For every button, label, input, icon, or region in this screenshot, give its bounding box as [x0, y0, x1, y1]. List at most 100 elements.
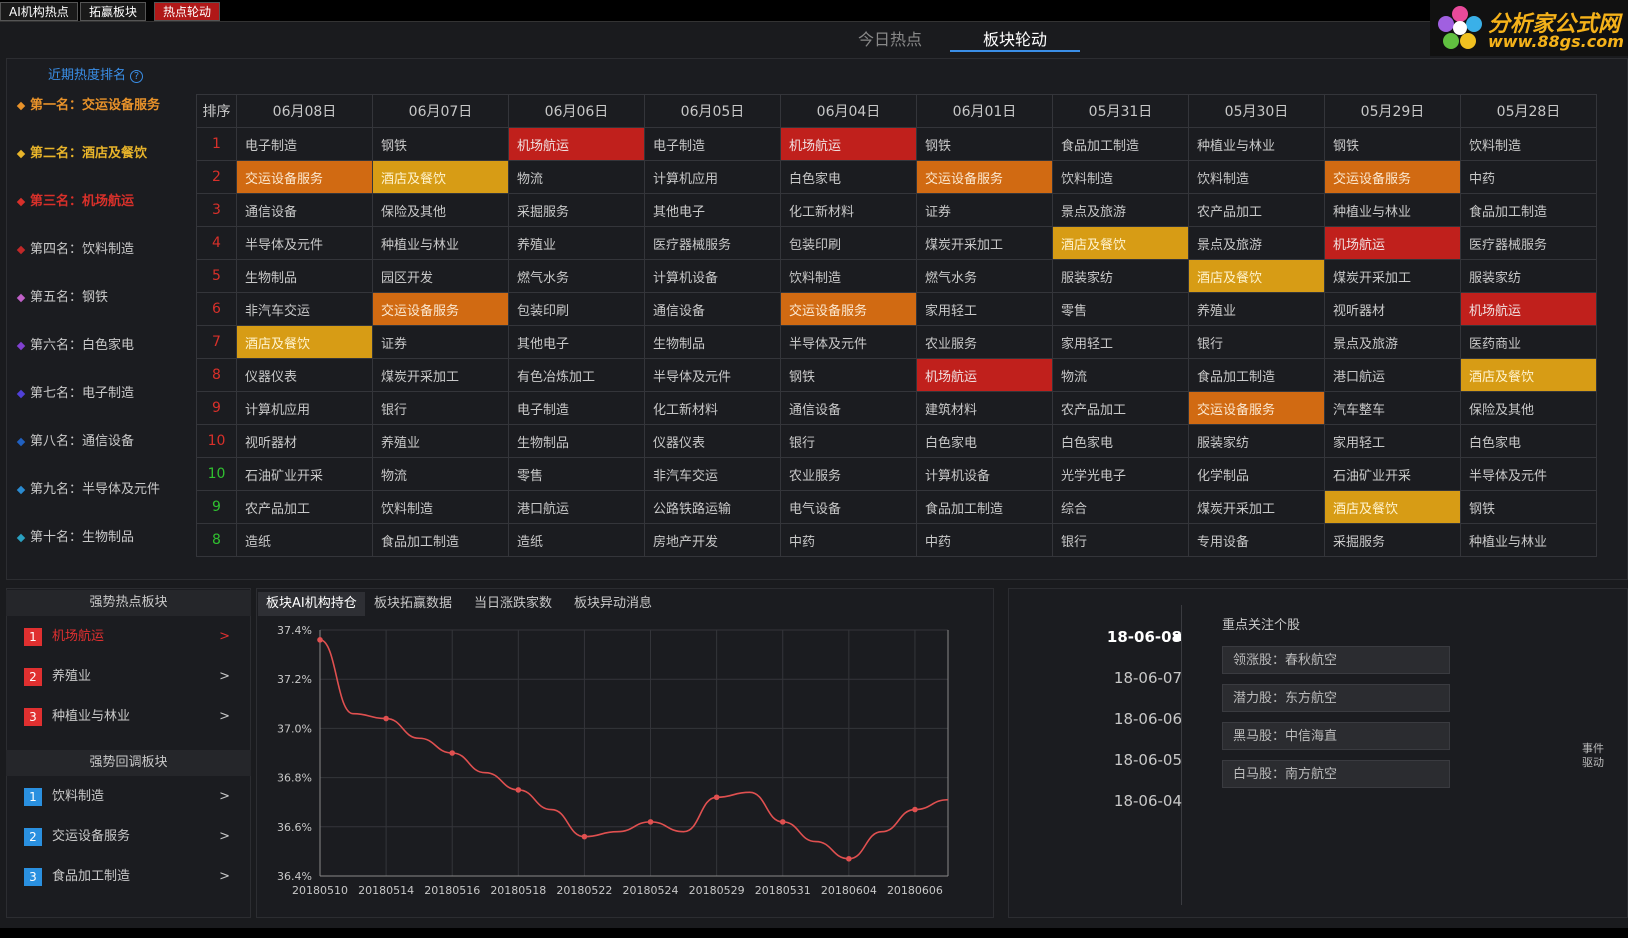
- sector-cell[interactable]: 计算机设备: [644, 259, 781, 293]
- sector-cell[interactable]: 种植业与林业: [372, 226, 509, 260]
- sector-cell[interactable]: 零售: [1052, 292, 1189, 326]
- sector-cell[interactable]: 种植业与林业: [1188, 127, 1325, 161]
- sector-cell[interactable]: 养殖业: [508, 226, 645, 260]
- focus-stock[interactable]: 潜力股：东方航空: [1222, 684, 1450, 712]
- sector-cell[interactable]: 专用设备: [1188, 523, 1325, 557]
- sector-cell[interactable]: 农产品加工: [1052, 391, 1189, 425]
- sector-cell[interactable]: 机场航运: [1460, 292, 1597, 326]
- event-driven-label[interactable]: 事件驱动: [1582, 742, 1604, 769]
- sector-cell[interactable]: 酒店及餐饮: [236, 325, 373, 359]
- sector-cell[interactable]: 医疗器械服务: [644, 226, 781, 260]
- sector-cell[interactable]: 景点及旅游: [1324, 325, 1461, 359]
- sector-cell[interactable]: 银行: [1052, 523, 1189, 557]
- sector-cell[interactable]: 计算机设备: [916, 457, 1053, 491]
- sector-cell[interactable]: 机场航运: [780, 127, 917, 161]
- rank-item[interactable]: 第七名：电子制造: [16, 382, 134, 401]
- sector-cell[interactable]: 电子制造: [644, 127, 781, 161]
- sector-cell[interactable]: 饮料制造: [1052, 160, 1189, 194]
- tab-ai-holding[interactable]: 板块AI机构持仓: [258, 592, 365, 616]
- sector-cell[interactable]: 生物制品: [644, 325, 781, 359]
- sector-cell[interactable]: 白色家电: [1052, 424, 1189, 458]
- sector-cell[interactable]: 园区开发: [372, 259, 509, 293]
- column-header[interactable]: 06月07日: [372, 94, 509, 128]
- rank-item[interactable]: 第六名：白色家电: [16, 334, 134, 353]
- column-header[interactable]: 05月29日: [1324, 94, 1461, 128]
- sector-cell[interactable]: 煤炭开采加工: [916, 226, 1053, 260]
- sector-cell[interactable]: 景点及旅游: [1052, 193, 1189, 227]
- sector-cell[interactable]: 包装印刷: [780, 226, 917, 260]
- column-header[interactable]: 06月01日: [916, 94, 1053, 128]
- sector-cell[interactable]: 食品加工制造: [1188, 358, 1325, 392]
- sector-cell[interactable]: 视听器材: [1324, 292, 1461, 326]
- sector-cell[interactable]: 酒店及餐饮: [1324, 490, 1461, 524]
- sector-cell[interactable]: 半导体及元件: [780, 325, 917, 359]
- sector-cell[interactable]: 半导体及元件: [644, 358, 781, 392]
- sector-cell[interactable]: 酒店及餐饮: [1460, 358, 1597, 392]
- rank-item[interactable]: 第十名：生物制品: [16, 526, 134, 545]
- column-header[interactable]: 05月30日: [1188, 94, 1325, 128]
- rank-item[interactable]: 第八名：通信设备: [16, 430, 134, 449]
- sector-cell[interactable]: 化工新材料: [644, 391, 781, 425]
- sector-cell[interactable]: 零售: [508, 457, 645, 491]
- sector-cell[interactable]: 其他电子: [644, 193, 781, 227]
- tab-today-hot[interactable]: 今日热点: [857, 30, 922, 49]
- sector-cell[interactable]: 中药: [1460, 160, 1597, 194]
- rank-item[interactable]: 第九名：半导体及元件: [16, 478, 160, 497]
- sector-cell[interactable]: 交运设备服务: [916, 160, 1053, 194]
- sector-cell[interactable]: 家用轻工: [1052, 325, 1189, 359]
- sector-cell[interactable]: 农产品加工: [236, 490, 373, 524]
- date-item[interactable]: 18-06-05: [1113, 751, 1182, 769]
- sector-cell[interactable]: 半导体及元件: [1460, 457, 1597, 491]
- sector-cell[interactable]: 食品加工制造: [372, 523, 509, 557]
- sector-cell[interactable]: 汽车整车: [1324, 391, 1461, 425]
- sector-cell[interactable]: 服装家纺: [1052, 259, 1189, 293]
- rank-item[interactable]: 第四名：饮料制造: [16, 238, 134, 257]
- sector-cell[interactable]: 非汽车交运: [644, 457, 781, 491]
- sector-cell[interactable]: 交运设备服务: [236, 160, 373, 194]
- sector-list-item[interactable]: 2 交运设备服务 >: [24, 826, 234, 848]
- focus-stock[interactable]: 白马股：南方航空: [1222, 760, 1450, 788]
- sector-cell[interactable]: 港口航运: [508, 490, 645, 524]
- sector-cell[interactable]: 生物制品: [508, 424, 645, 458]
- sector-cell[interactable]: 交运设备服务: [780, 292, 917, 326]
- sector-cell[interactable]: 中药: [916, 523, 1053, 557]
- sector-cell[interactable]: 银行: [372, 391, 509, 425]
- sector-cell[interactable]: 其他电子: [508, 325, 645, 359]
- tab-tuoying-data[interactable]: 板块拓赢数据: [374, 596, 453, 611]
- sector-list-item[interactable]: 1 饮料制造 >: [24, 786, 234, 808]
- sector-cell[interactable]: 燃气水务: [916, 259, 1053, 293]
- focus-stock[interactable]: 领涨股：春秋航空: [1222, 646, 1450, 674]
- tab-tuoying[interactable]: 拓赢板块: [80, 2, 147, 21]
- sector-cell[interactable]: 家用轻工: [1324, 424, 1461, 458]
- help-icon[interactable]: ?: [130, 70, 144, 83]
- date-item[interactable]: 18-06-06: [1113, 710, 1182, 728]
- sector-cell[interactable]: 物流: [372, 457, 509, 491]
- sector-cell[interactable]: 机场航运: [1324, 226, 1461, 260]
- sector-cell[interactable]: 家用轻工: [916, 292, 1053, 326]
- rank-item[interactable]: 第五名：钢铁: [16, 286, 108, 305]
- sector-cell[interactable]: 通信设备: [644, 292, 781, 326]
- sector-cell[interactable]: 电气设备: [780, 490, 917, 524]
- sector-cell[interactable]: 通信设备: [236, 193, 373, 227]
- date-item[interactable]: 18-06-07: [1113, 669, 1182, 687]
- sector-cell[interactable]: 化学制品: [1188, 457, 1325, 491]
- date-item[interactable]: 18-06-04: [1113, 792, 1182, 810]
- sector-cell[interactable]: 饮料制造: [1188, 160, 1325, 194]
- sector-cell[interactable]: 食品加工制造: [916, 490, 1053, 524]
- tab-ai-hotspot[interactable]: AI机构热点: [0, 2, 78, 21]
- sector-cell[interactable]: 燃气水务: [508, 259, 645, 293]
- sector-cell[interactable]: 综合: [1052, 490, 1189, 524]
- sector-cell[interactable]: 钢铁: [1324, 127, 1461, 161]
- sector-cell[interactable]: 机场航运: [508, 127, 645, 161]
- sector-list-item[interactable]: 3 食品加工制造 >: [24, 866, 234, 888]
- sector-cell[interactable]: 保险及其他: [1460, 391, 1597, 425]
- date-item[interactable]: 18-06-08: [1106, 628, 1182, 646]
- sector-cell[interactable]: 景点及旅游: [1188, 226, 1325, 260]
- sector-cell[interactable]: 酒店及餐饮: [372, 160, 509, 194]
- sector-cell[interactable]: 电子制造: [508, 391, 645, 425]
- column-header[interactable]: 06月08日: [236, 94, 373, 128]
- sector-cell[interactable]: 银行: [1188, 325, 1325, 359]
- sector-cell[interactable]: 交运设备服务: [1188, 391, 1325, 425]
- sector-cell[interactable]: 养殖业: [1188, 292, 1325, 326]
- sector-cell[interactable]: 证券: [916, 193, 1053, 227]
